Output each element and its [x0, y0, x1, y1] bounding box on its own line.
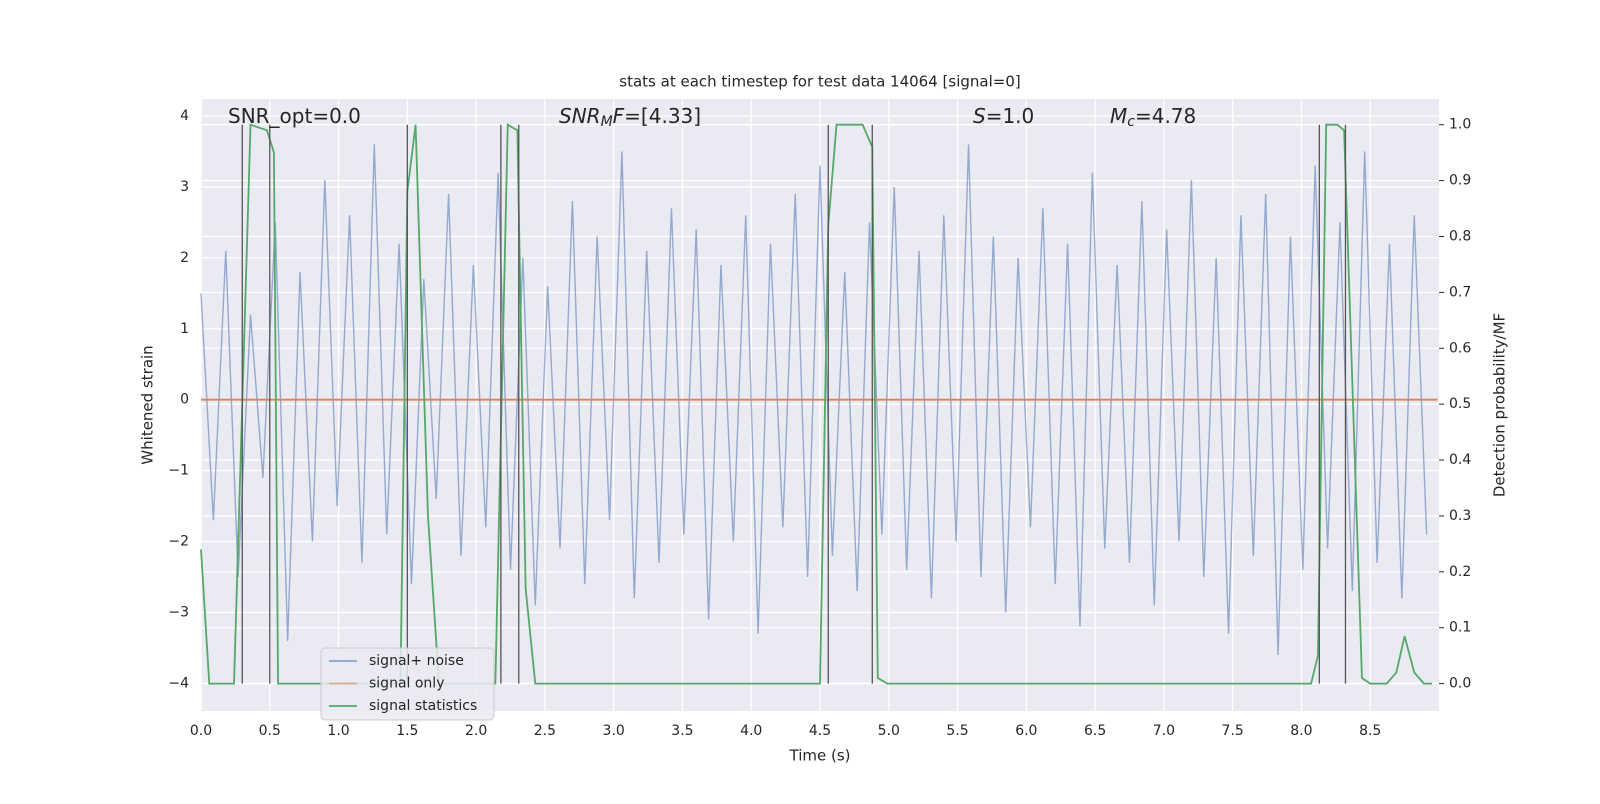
- x-tick-label: 0.0: [190, 723, 212, 739]
- legend-label: signal only: [369, 676, 444, 692]
- series-line: [200, 123, 1433, 685]
- x-tick-label: 1.5: [396, 723, 418, 739]
- y-tick-label: 1: [180, 321, 189, 337]
- y2-tick-label: 0.2: [1449, 564, 1471, 580]
- y-axis-label: Whitened strain: [139, 345, 157, 464]
- y2-tick-label: 0.4: [1449, 452, 1471, 468]
- annotation-part: =4.78: [1135, 104, 1196, 128]
- y2-tick-label: 0.8: [1449, 228, 1471, 244]
- x-tick-label: 5.5: [946, 723, 968, 739]
- annotation-part: M: [601, 114, 613, 130]
- y2-tick-label: 0.0: [1449, 676, 1471, 692]
- annotation-part: =1.0: [986, 104, 1035, 128]
- x-tick-label: 3.0: [603, 723, 625, 739]
- x-tick-label: 8.5: [1359, 723, 1381, 739]
- annotation-part: c: [1127, 114, 1135, 130]
- x-axis-label: Time (s): [789, 747, 851, 765]
- y2-tick-label: 0.9: [1449, 173, 1471, 189]
- y2-tick-label: 0.6: [1449, 340, 1471, 356]
- x-tick-label: 5.0: [878, 723, 900, 739]
- annotation-part: SNR_opt=0.0: [228, 104, 361, 128]
- x-tick-label: 3.5: [671, 723, 693, 739]
- x-tick-label: 6.5: [1084, 723, 1106, 739]
- y2-tick-label: 0.1: [1449, 620, 1471, 636]
- legend-label: signal+ noise: [369, 653, 464, 669]
- y-tick-label: −1: [168, 463, 189, 479]
- x-tick-label: 6.0: [1015, 723, 1037, 739]
- y-tick-label: −4: [168, 675, 189, 691]
- y-tick-label: 4: [180, 108, 189, 124]
- y2-axis-label: Detection probability/MF: [1491, 313, 1509, 497]
- legend-label: signal statistics: [369, 698, 477, 714]
- y2-tick-label: 0.3: [1449, 508, 1471, 524]
- annotation-part: M: [1110, 104, 1127, 128]
- y-tick-label: 2: [180, 250, 189, 266]
- x-tick-label: 4.5: [809, 723, 831, 739]
- x-tick-label: 4.0: [740, 723, 762, 739]
- annotation-part: S: [973, 104, 986, 128]
- chart-title: stats at each timestep for test data 140…: [619, 73, 1020, 91]
- y-tick-label: −3: [168, 604, 189, 620]
- x-tick-label: 7.5: [1222, 723, 1244, 739]
- annotation-part: SNR: [559, 104, 601, 128]
- x-tick-label: 7.0: [1153, 723, 1175, 739]
- y2-tick-label: 1.0: [1449, 117, 1471, 133]
- x-tick-label: 2.0: [465, 723, 487, 739]
- annotation: Mc=4.78: [1110, 104, 1196, 131]
- x-tick-label: 8.0: [1290, 723, 1312, 739]
- annotation: SNRMF=[4.33]: [559, 104, 701, 131]
- x-tick-label: 2.5: [534, 723, 556, 739]
- annotation: S=1.0: [973, 104, 1034, 128]
- x-tick-label: 0.5: [259, 723, 281, 739]
- annotation-part: F: [613, 104, 625, 128]
- y-tick-label: −2: [168, 534, 189, 550]
- y-tick-label: 3: [180, 179, 189, 195]
- series-line: [200, 144, 1428, 655]
- y-tick-label: 0: [180, 392, 189, 408]
- annotation: SNR_opt=0.0: [228, 104, 361, 128]
- y2-tick-label: 0.5: [1449, 396, 1471, 412]
- legend-box: [320, 647, 495, 721]
- y2-tick-label: 0.7: [1449, 284, 1471, 300]
- x-tick-label: 1.0: [327, 723, 349, 739]
- annotation-part: =[4.33]: [624, 104, 701, 128]
